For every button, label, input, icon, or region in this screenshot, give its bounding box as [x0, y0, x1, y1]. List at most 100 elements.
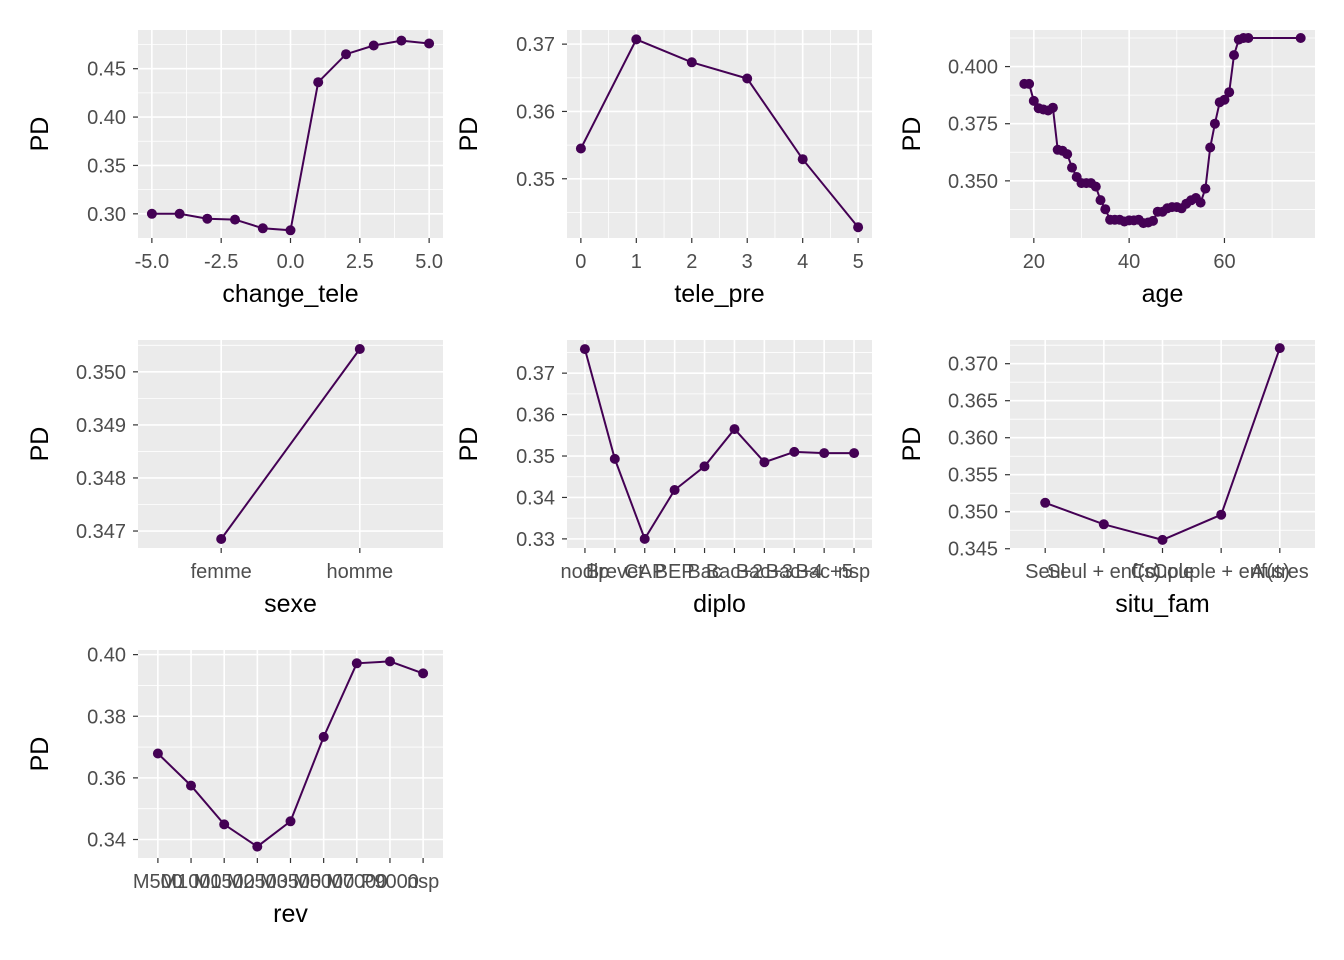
- x-tick-label: 0: [575, 251, 586, 273]
- x-tick-label: M7000: [326, 871, 387, 893]
- x-axis-title: sexe: [264, 590, 317, 618]
- y-tick-label: 0.350: [948, 171, 998, 193]
- y-axis-title: PD: [26, 117, 54, 152]
- x-tick-label: nsp: [838, 561, 870, 583]
- data-point: [1243, 33, 1254, 43]
- data-point: [1229, 50, 1239, 61]
- data-point: [219, 819, 230, 830]
- data-point: [1028, 95, 1039, 106]
- x-tick-label: 4: [797, 251, 808, 273]
- y-tick-label: 0.350: [948, 502, 998, 524]
- y-tick-label: 0.37: [516, 34, 555, 56]
- data-point: [285, 225, 296, 236]
- x-tick-label: M1500: [194, 871, 255, 893]
- y-tick-label: 0.33: [516, 529, 555, 551]
- data-point: [1157, 534, 1168, 545]
- data-point: [146, 208, 157, 219]
- data-point: [313, 77, 324, 88]
- y-tick-label: 0.34: [516, 487, 555, 509]
- data-point: [257, 223, 268, 234]
- data-point: [424, 38, 435, 49]
- gridlines: [567, 30, 872, 238]
- data-point: [396, 35, 407, 46]
- data-point: [575, 143, 586, 154]
- x-tick-label: Autres: [1251, 561, 1309, 583]
- data-point: [174, 208, 185, 219]
- y-tick-label: 0.45: [87, 59, 126, 81]
- y-axis-title: PD: [455, 117, 483, 152]
- y-axis-title: PD: [26, 737, 54, 772]
- data-point: [729, 424, 740, 435]
- gridlines: [138, 30, 443, 238]
- data-point: [230, 214, 240, 225]
- data-point: [1062, 149, 1073, 160]
- y-axis-title: PD: [26, 427, 54, 462]
- data-point: [1100, 204, 1111, 215]
- x-tick-label: 5: [853, 251, 864, 273]
- y-tick-label: 0.345: [948, 539, 998, 561]
- chart-panel-4: femme homme 0.347 0.348 0.349 0.350 sexe PD: [26, 340, 443, 618]
- panel-background: [1010, 30, 1315, 238]
- data-point: [318, 731, 329, 742]
- data-point: [1090, 181, 1101, 192]
- x-tick-label: Bac+4: [766, 561, 823, 583]
- y-tick-label: 0.355: [948, 465, 998, 487]
- data-point: [669, 485, 680, 495]
- data-point: [1095, 195, 1106, 206]
- y-tick-label: 0.34: [87, 830, 126, 852]
- data-point: [1067, 162, 1077, 173]
- x-tick-label: Bac: [687, 561, 721, 583]
- data-point: [1047, 102, 1058, 113]
- y-tick-label: 0.349: [76, 415, 126, 437]
- data-point: [285, 816, 296, 827]
- y-tick-label: 0.35: [516, 446, 555, 468]
- data-point: [385, 656, 395, 667]
- data-point: [699, 461, 710, 472]
- y-tick-label: 0.36: [516, 101, 555, 123]
- x-tick-label: nodip: [560, 561, 609, 583]
- data-point: [368, 40, 379, 51]
- data-point: [579, 344, 590, 355]
- data-point: [819, 448, 830, 459]
- x-tick-label: homme: [326, 561, 393, 583]
- x-tick-label: BEP: [655, 561, 695, 583]
- x-tick-label: 0.0: [277, 251, 305, 273]
- x-axis-title: age: [1142, 280, 1184, 308]
- series-line: [220, 348, 361, 540]
- x-tick-label: 60: [1213, 251, 1235, 273]
- x-axis-title: tele_pre: [674, 280, 764, 308]
- x-axis-title: diplo: [693, 590, 746, 618]
- panel-background: [567, 340, 872, 548]
- data-point: [789, 446, 800, 457]
- y-tick-label: 0.30: [87, 204, 126, 226]
- data-point: [1295, 33, 1306, 43]
- y-tick-label: 0.36: [87, 768, 126, 790]
- chart-panel-3: 20 40 60 0.350 0.375 0.400 age PD: [898, 30, 1315, 308]
- data-point: [853, 222, 864, 233]
- x-tick-label: nsp: [407, 871, 439, 893]
- data-point: [354, 344, 365, 354]
- y-tick-label: 0.347: [76, 521, 126, 543]
- y-axis-title: PD: [898, 427, 926, 462]
- x-tick-label: Seul + enf(s): [1047, 561, 1161, 583]
- gridlines: [138, 340, 443, 548]
- data-point: [186, 780, 196, 791]
- data-point: [797, 154, 808, 165]
- data-point: [1209, 118, 1220, 129]
- x-axis-title: rev: [273, 900, 308, 928]
- x-tick-label: M1000: [160, 871, 221, 893]
- x-tick-label: 2.5: [346, 251, 374, 273]
- series-line: [583, 348, 855, 542]
- data-point: [1040, 497, 1051, 508]
- x-tick-label: -5.0: [135, 251, 169, 273]
- x-tick-label: Bac+2: [706, 561, 763, 583]
- x-tick-label: M500: [133, 871, 183, 893]
- x-tick-label: M2500: [227, 871, 288, 893]
- x-tick-label: 5.0: [415, 251, 443, 273]
- y-tick-label: 0.40: [87, 645, 126, 667]
- y-axis-title: PD: [455, 427, 483, 462]
- x-tick-label: Seul: [1025, 561, 1065, 583]
- x-tick-label: femme: [191, 561, 252, 583]
- chart-panel-7: M500M1000M1500M2500M3500M5000M7000P9000n…: [26, 645, 443, 928]
